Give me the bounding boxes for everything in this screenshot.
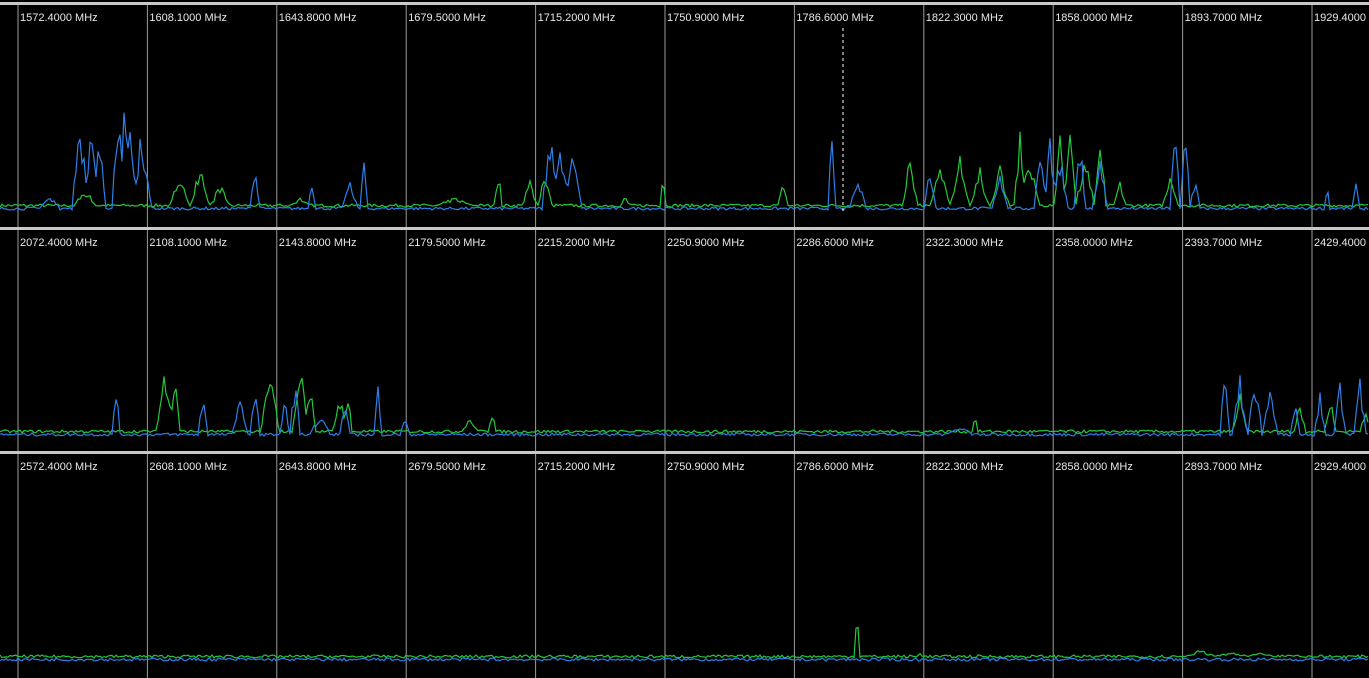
frequency-label: 1858.0000 MHz [1055, 12, 1133, 24]
frequency-label: 1786.6000 MHz [796, 12, 874, 24]
frequency-label: 2108.1000 MHz [149, 237, 227, 249]
spectrum-trace [0, 376, 1369, 435]
frequency-label: 2679.5000 MHz [408, 461, 486, 473]
frequency-label: 2179.5000 MHz [408, 237, 486, 249]
frequency-label: 1572.4000 MHz [20, 12, 98, 24]
panel-separator [0, 227, 1369, 230]
frequency-label: 1679.5000 MHz [408, 12, 486, 24]
spectrum-trace [0, 375, 1369, 438]
frequency-label: 2750.9000 MHz [667, 461, 745, 473]
frequency-label: 2929.4000 MHz [1314, 461, 1369, 473]
spectrum-trace [0, 112, 1369, 212]
panel-separator [0, 2, 1369, 5]
frequency-label: 2072.4000 MHz [20, 237, 98, 249]
frequency-label: 1608.1000 MHz [149, 12, 227, 24]
frequency-label: 2893.7000 MHz [1185, 461, 1263, 473]
frequency-label: 1750.9000 MHz [667, 12, 745, 24]
frequency-label: 2393.7000 MHz [1185, 237, 1263, 249]
spectrum-trace [0, 131, 1369, 209]
frequency-label: 2643.8000 MHz [279, 461, 357, 473]
frequency-label: 2429.4000 MHz [1314, 237, 1369, 249]
frequency-label: 2715.2000 MHz [538, 461, 616, 473]
frequency-label: 2215.2000 MHz [538, 237, 616, 249]
panel-separator [0, 451, 1369, 454]
spectrum-trace [0, 657, 1369, 662]
frequency-label: 2286.6000 MHz [796, 237, 874, 249]
frequency-label: 2858.0000 MHz [1055, 461, 1133, 473]
frequency-label: 2608.1000 MHz [149, 461, 227, 473]
frequency-label: 2786.6000 MHz [796, 461, 874, 473]
frequency-label: 2143.8000 MHz [279, 237, 357, 249]
frequency-label: 1893.7000 MHz [1185, 12, 1263, 24]
spectrum-trace [0, 626, 1369, 659]
frequency-label: 2572.4000 MHz [20, 461, 98, 473]
frequency-label: 1715.2000 MHz [538, 12, 616, 24]
frequency-label: 1822.3000 MHz [926, 12, 1004, 24]
frequency-label: 2358.0000 MHz [1055, 237, 1133, 249]
frequency-label: 2322.3000 MHz [926, 237, 1004, 249]
frequency-label: 1643.8000 MHz [279, 12, 357, 24]
frequency-label: 1929.4000 MHz [1314, 12, 1369, 24]
frequency-label: 2822.3000 MHz [926, 461, 1004, 473]
frequency-label: 2250.9000 MHz [667, 237, 745, 249]
